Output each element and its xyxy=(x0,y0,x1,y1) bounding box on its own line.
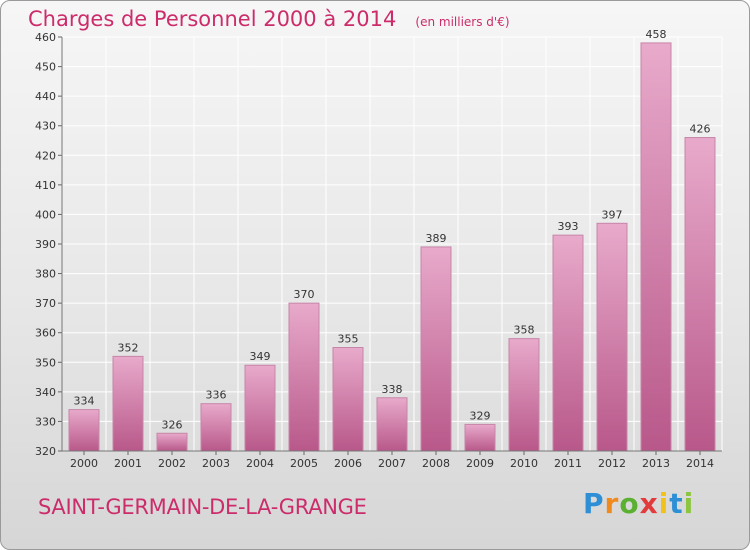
x-tick-label-2000: 2000 xyxy=(70,457,98,470)
x-tick-label-2014: 2014 xyxy=(686,457,714,470)
y-tick-label-320: 320 xyxy=(35,445,56,458)
y-tick-label-380: 380 xyxy=(35,268,56,281)
y-tick-label-400: 400 xyxy=(35,208,56,221)
y-tick-label-370: 370 xyxy=(35,297,56,310)
bar-2007 xyxy=(376,397,408,452)
bar-2008 xyxy=(420,246,452,452)
bar-2003 xyxy=(200,403,232,452)
x-tick-label-2004: 2004 xyxy=(246,457,274,470)
bar-2014 xyxy=(684,137,716,452)
value-label-2000: 334 xyxy=(74,395,95,408)
value-label-2008: 389 xyxy=(426,232,447,245)
bar-2001 xyxy=(112,355,144,452)
value-label-2011: 393 xyxy=(558,220,579,233)
bar-2013 xyxy=(640,42,672,452)
bars xyxy=(68,42,716,452)
x-tick-label-2001: 2001 xyxy=(114,457,142,470)
chart-title: Charges de Personnel 2000 à 2014 xyxy=(28,7,397,31)
x-tick-label-2011: 2011 xyxy=(554,457,582,470)
title-row: Charges de Personnel 2000 à 2014 (en mil… xyxy=(28,7,510,31)
x-tick-label-2013: 2013 xyxy=(642,457,670,470)
x-tick-label-2006: 2006 xyxy=(334,457,362,470)
labels: 320 330 340 350 360 370 380 390 400 410 420 430 440 4… xyxy=(35,28,714,470)
value-label-2006: 355 xyxy=(338,333,359,346)
commune-name: SAINT-GERMAIN-DE-LA-GRANGE xyxy=(38,495,367,519)
value-label-2012: 397 xyxy=(602,208,623,221)
bar-2010 xyxy=(508,338,540,452)
x-tick-label-2010: 2010 xyxy=(510,457,538,470)
x-tick-label-2008: 2008 xyxy=(422,457,450,470)
bar-2006 xyxy=(332,347,364,452)
bar-2009 xyxy=(464,423,496,452)
x-tick-label-2007: 2007 xyxy=(378,457,406,470)
y-tick-label-420: 420 xyxy=(35,149,56,162)
value-label-2005: 370 xyxy=(294,288,315,301)
value-label-2002: 326 xyxy=(162,418,183,431)
bar-2011 xyxy=(552,234,584,452)
chart-subtitle: (en milliers d'€) xyxy=(415,15,510,29)
x-tick-label-2002: 2002 xyxy=(158,457,186,470)
y-tick-label-410: 410 xyxy=(35,179,56,192)
value-label-2001: 352 xyxy=(118,341,139,354)
value-label-2014: 426 xyxy=(690,123,711,136)
y-tick-label-350: 350 xyxy=(35,356,56,369)
axes xyxy=(58,36,722,455)
value-label-2010: 358 xyxy=(514,324,535,337)
bar-2002 xyxy=(156,432,188,452)
proxiti-logo: Proxiti xyxy=(583,487,695,520)
bar-2012 xyxy=(596,222,628,452)
y-tick-label-390: 390 xyxy=(35,238,56,251)
bar-2000 xyxy=(68,409,100,452)
y-tick-label-430: 430 xyxy=(35,120,56,133)
value-label-2004: 349 xyxy=(250,350,271,363)
value-label-2007: 338 xyxy=(382,383,403,396)
bar-2005 xyxy=(288,302,320,452)
bar-2004 xyxy=(244,364,276,452)
value-label-2013: 458 xyxy=(646,28,667,41)
y-tick-label-460: 460 xyxy=(35,31,56,44)
value-label-2009: 329 xyxy=(470,409,491,422)
x-tick-label-2012: 2012 xyxy=(598,457,626,470)
y-tick-label-330: 330 xyxy=(35,415,56,428)
y-tick-label-340: 340 xyxy=(35,386,56,399)
y-tick-label-360: 360 xyxy=(35,327,56,340)
x-tick-label-2009: 2009 xyxy=(466,457,494,470)
value-label-2003: 336 xyxy=(206,389,227,402)
x-tick-label-2003: 2003 xyxy=(202,457,230,470)
y-tick-label-440: 440 xyxy=(35,90,56,103)
y-tick-label-450: 450 xyxy=(35,61,56,74)
x-tick-label-2005: 2005 xyxy=(290,457,318,470)
